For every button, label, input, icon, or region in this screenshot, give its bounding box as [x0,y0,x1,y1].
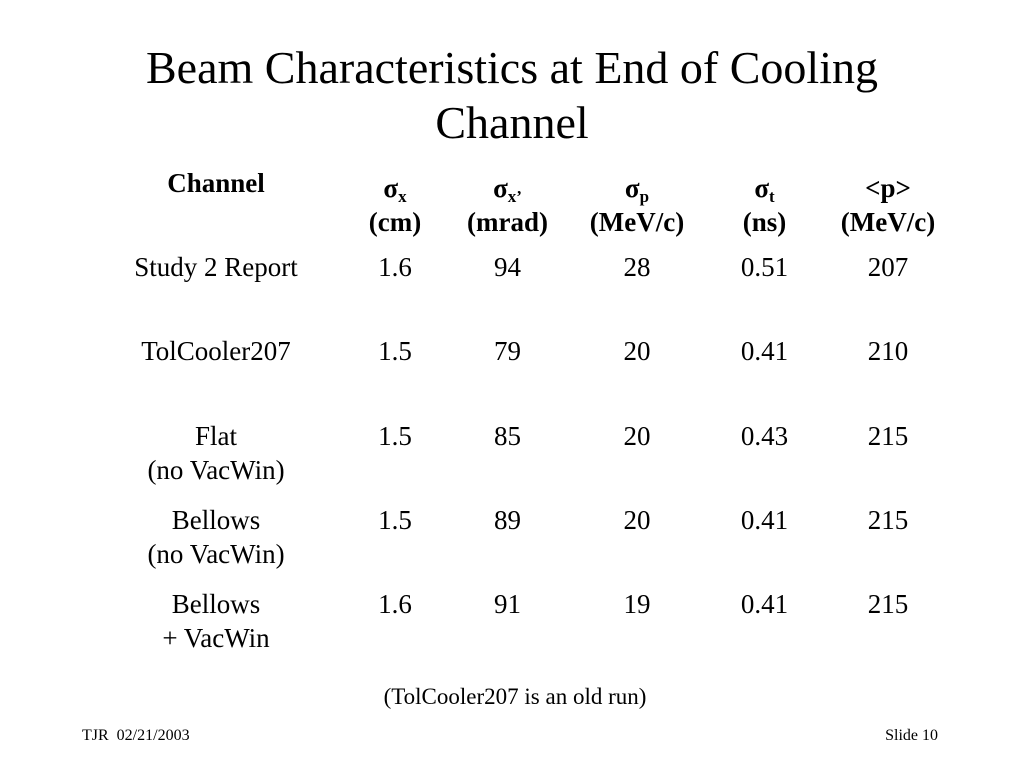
sigma-subscript: x’ [507,187,522,206]
cell-sigma-p: 19 [623,589,651,619]
cell-sigma-xprime: 79 [494,336,521,366]
header-sigma-x-symbol: σx [350,171,440,205]
channel-name: Study 2 Report [134,252,298,282]
cell-sigma-p: 28 [623,252,651,282]
header-mean-p-unit: (MeV/c) [840,207,936,237]
cell-sigma-t: 0.41 [740,336,789,366]
header-sigma-xprime-symbol: σx’ [450,171,565,205]
cell-sigma-x: 1.6 [378,252,412,282]
sigma-symbol: σ [624,173,640,203]
slide-title-line-2: Channel [435,97,589,148]
cell-mean-p: 210 [867,336,909,366]
footer-author-date: TJR 02/21/2003 [82,727,190,744]
table-row-channel: Flat (no VacWin) [100,419,332,487]
channel-qualifier: + VacWin [162,623,270,653]
channel-qualifier: (no VacWin) [147,455,285,485]
header-sigma-t-symbol: σt [722,171,807,205]
sigma-symbol: σ [493,173,508,203]
header-channel-label: Channel [167,168,265,198]
channel-name: Bellows [171,589,261,619]
cell-mean-p: 215 [867,421,909,451]
header-mean-p: <p> (MeV/c) [823,171,953,239]
table-row-channel: Study 2 Report [100,250,332,284]
cell-sigma-x: 1.5 [378,505,412,535]
header-sigma-t-unit: (ns) [742,207,787,237]
sigma-symbol: σ [383,173,399,203]
slide-title-line-1: Beam Characteristics at End of Cooling [146,42,878,93]
cell-sigma-xprime: 89 [494,505,521,535]
cell-mean-p: 215 [867,505,909,535]
cell-sigma-xprime: 85 [494,421,521,451]
cell-sigma-p: 20 [623,336,651,366]
header-sigma-p-unit: (MeV/c) [589,207,685,237]
cell-sigma-t: 0.41 [740,589,789,619]
channel-qualifier: (no VacWin) [147,539,285,569]
header-sigma-x: σx (cm) [350,171,440,239]
sigma-subscript: x [398,187,407,206]
cell-sigma-x: 1.6 [378,589,412,619]
cell-sigma-t: 0.51 [740,252,789,282]
cell-mean-p: 215 [867,589,909,619]
cell-sigma-x: 1.5 [378,336,412,366]
header-sigma-p-symbol: σp [577,171,697,205]
sigma-subscript: p [639,187,650,206]
table-row-channel: Bellows + VacWin [100,587,332,655]
cell-sigma-xprime: 91 [494,589,521,619]
table-row-channel: TolCooler207 [100,334,332,368]
cell-sigma-p: 20 [623,505,651,535]
cell-sigma-xprime: 94 [494,252,521,282]
slide-title: Beam Characteristics at End of Cooling C… [0,40,1024,150]
table-row-channel: Bellows (no VacWin) [100,503,332,571]
header-mean-p-symbol: <p> [865,173,911,203]
channel-name: TolCooler207 [141,336,291,366]
sigma-symbol: σ [754,173,769,203]
cell-sigma-p: 20 [623,421,651,451]
footer-slide-number: Slide 10 [885,727,938,744]
header-sigma-xprime: σx’ (mrad) [450,171,565,239]
header-sigma-t: σt (ns) [722,171,807,239]
cell-sigma-t: 0.41 [740,505,789,535]
sigma-subscript: t [769,187,775,206]
channel-name: Flat [194,421,237,451]
cell-sigma-t: 0.43 [740,421,789,451]
channel-name: Bellows [171,505,261,535]
table-note: (TolCooler207 is an old run) [383,684,647,709]
header-sigma-xprime-unit: (mrad) [467,207,548,237]
cell-mean-p: 207 [867,252,909,282]
cell-sigma-x: 1.5 [378,421,412,451]
header-sigma-x-unit: (cm) [368,207,422,237]
header-sigma-p: σp (MeV/c) [577,171,697,239]
header-channel: Channel [100,166,332,200]
